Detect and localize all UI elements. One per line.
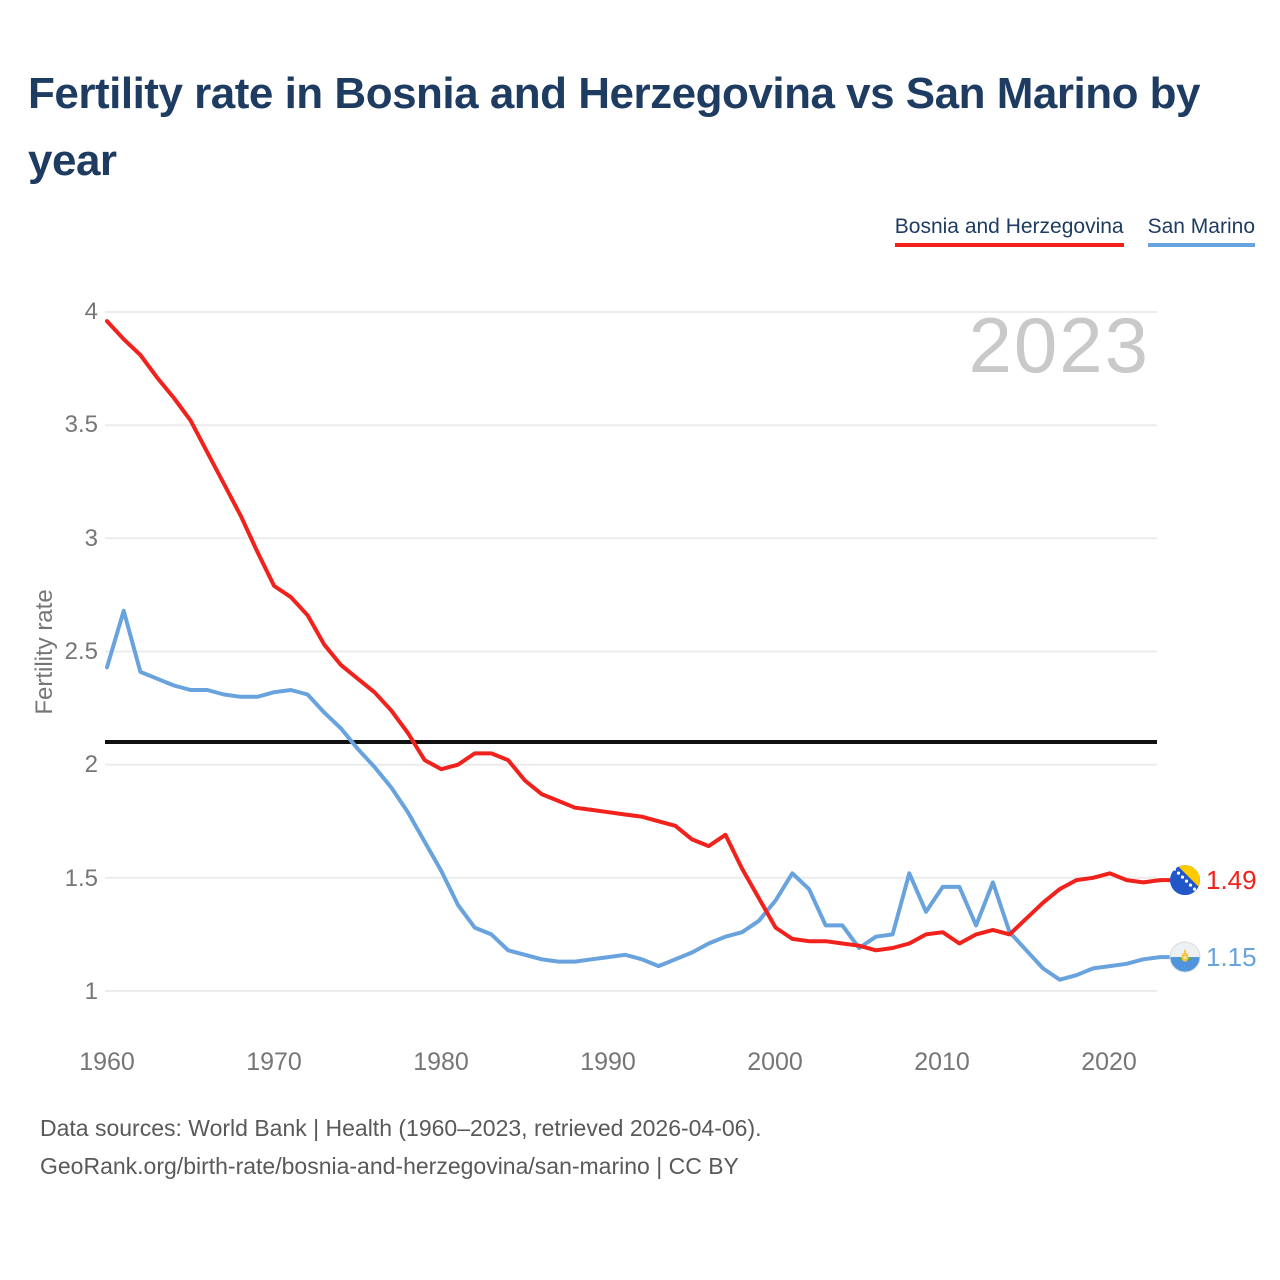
san-marino-flag-icon [1169, 941, 1201, 973]
y-tick-3-5: 3.5 [64, 411, 98, 438]
y-tick-1: 1 [84, 978, 98, 1005]
footer: Data sources: World Bank | Health (1960–… [40, 1109, 762, 1185]
bosnia-line [105, 319, 1162, 953]
end-value-label-bosnia: 1.49 [1206, 865, 1257, 895]
y-tick-4: 4 [84, 298, 98, 325]
end-value-label-san-marino: 1.15 [1206, 942, 1257, 972]
legend-item-bosnia[interactable]: Bosnia and Herzegovina [894, 215, 1124, 247]
y-tick-3: 3 [84, 525, 98, 552]
bosnia-and-herzegovina-flag-icon [1170, 865, 1200, 896]
x-tick-1970: 1970 [246, 1048, 302, 1076]
footer-sources-line: Data sources: World Bank | Health (1960–… [40, 1115, 762, 1141]
y-tick-1-5: 1.5 [64, 865, 98, 892]
legend-item-san-marino[interactable]: San Marino [1147, 215, 1255, 247]
page-title: Fertility rate in Bosnia and Herzegovina… [28, 69, 1201, 185]
x-tick-1990: 1990 [580, 1048, 636, 1076]
x-tick-2000: 2000 [747, 1048, 803, 1076]
y-tick-2-5: 2.5 [64, 638, 98, 665]
y-tick-2: 2 [84, 751, 98, 778]
year-watermark: 2023 [968, 301, 1150, 389]
x-tick-2010: 2010 [914, 1048, 970, 1076]
legend: Bosnia and Herzegovina San Marino [894, 215, 1255, 247]
x-tick-1960: 1960 [79, 1048, 135, 1076]
san-marino-line [105, 608, 1162, 982]
x-tick-1980: 1980 [413, 1048, 469, 1076]
footer-attribution-line: GeoRank.org/birth-rate/bosnia-and-herzeg… [40, 1153, 739, 1179]
x-tick-2020: 2020 [1081, 1048, 1137, 1076]
